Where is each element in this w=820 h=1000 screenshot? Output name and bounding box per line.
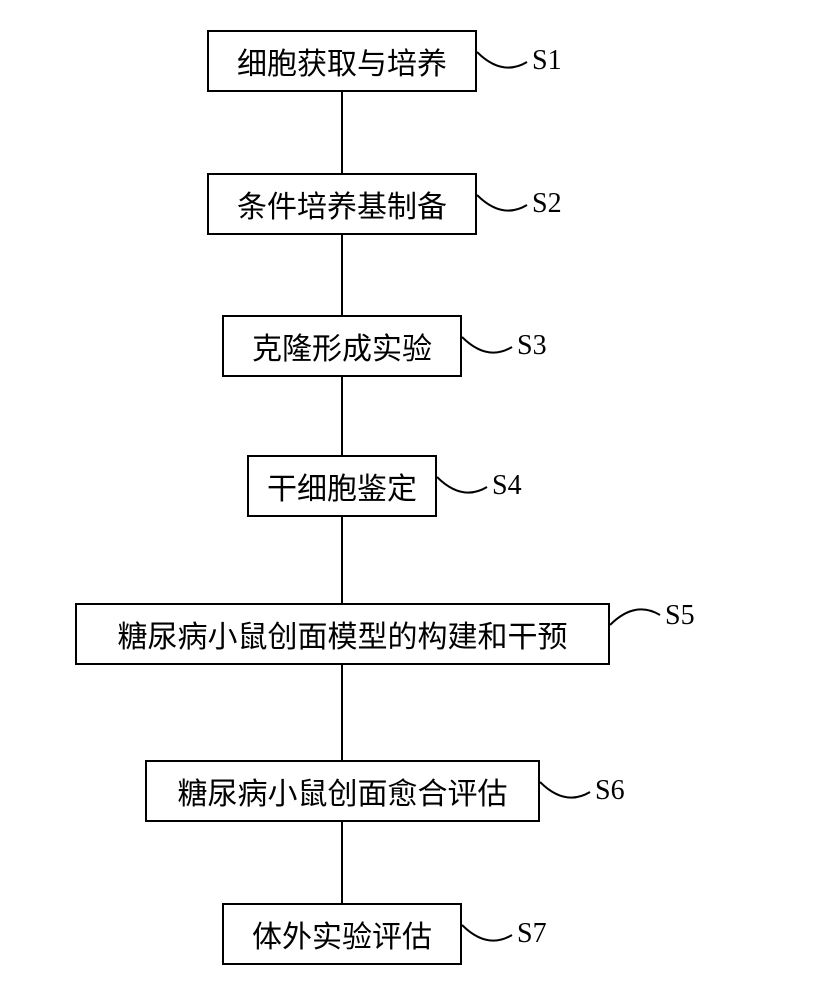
flowchart-node: 条件培养基制备 (207, 173, 477, 235)
node-text: 条件培养基制备 (237, 182, 447, 226)
flowchart-node: 糖尿病小鼠创面愈合评估 (145, 760, 540, 822)
flowchart-node: 糖尿病小鼠创面模型的构建和干预 (75, 603, 610, 665)
flowchart-edge (341, 235, 343, 315)
flowchart-node: 细胞获取与培养 (207, 30, 477, 92)
flowchart-edge (341, 822, 343, 903)
flowchart-edge (341, 517, 343, 603)
flowchart-edge (341, 665, 343, 760)
node-text: 克隆形成实验 (252, 324, 432, 368)
flowchart-node: 干细胞鉴定 (247, 455, 437, 517)
label-curve-icon (477, 185, 537, 225)
label-curve-icon (540, 772, 600, 812)
label-curve-icon (477, 42, 537, 82)
step-label: S3 (517, 330, 547, 362)
node-text: 细胞获取与培养 (237, 39, 447, 83)
node-text: 糖尿病小鼠创面模型的构建和干预 (118, 612, 568, 656)
label-curve-icon (462, 915, 522, 955)
flowchart-edge (341, 377, 343, 455)
node-text: 糖尿病小鼠创面愈合评估 (178, 769, 508, 813)
step-label: S4 (492, 470, 522, 502)
step-label: S5 (665, 600, 695, 632)
flowchart-container: 细胞获取与培养 条件培养基制备 克隆形成实验 干细胞鉴定 糖尿病小鼠创面模型的构… (0, 0, 820, 1000)
flowchart-edge (341, 92, 343, 173)
flowchart-node: 克隆形成实验 (222, 315, 462, 377)
label-curve-icon (610, 605, 670, 645)
node-text: 体外实验评估 (252, 912, 432, 956)
step-label: S7 (517, 918, 547, 950)
label-curve-icon (437, 467, 497, 507)
flowchart-node: 体外实验评估 (222, 903, 462, 965)
step-label: S1 (532, 45, 562, 77)
step-label: S2 (532, 188, 562, 220)
label-curve-icon (462, 327, 522, 367)
node-text: 干细胞鉴定 (267, 464, 417, 508)
step-label: S6 (595, 775, 625, 807)
